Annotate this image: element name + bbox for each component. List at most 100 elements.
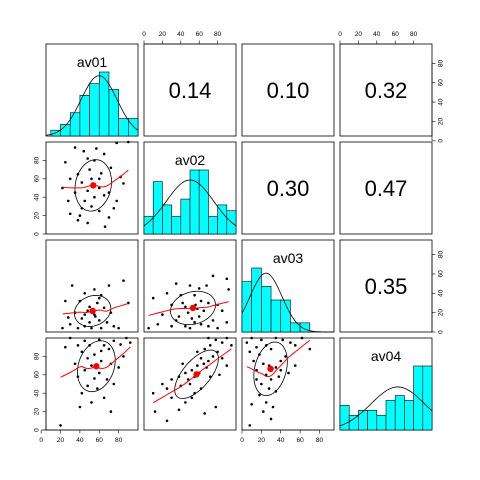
bottom-axis-av01: 0 20 40 60 80 — [39, 429, 123, 444]
data-point — [96, 387, 99, 390]
data-point — [277, 375, 281, 378]
data-point — [284, 355, 287, 358]
data-point — [119, 343, 122, 346]
correlation-ellipse — [174, 349, 219, 399]
panel-box — [45, 337, 139, 431]
histogram-bar — [198, 169, 209, 235]
data-point — [80, 391, 84, 395]
data-point — [88, 168, 91, 171]
data-point — [105, 321, 109, 324]
data-point — [97, 177, 101, 181]
data-point — [207, 359, 210, 363]
data-point — [255, 378, 258, 381]
panel-av02-av03: 0.30 — [241, 141, 335, 235]
data-point — [122, 182, 125, 185]
tick-label: 60 — [96, 437, 104, 444]
top-axis-av02: 0 20 40 60 80 — [142, 31, 222, 45]
data-point — [174, 282, 178, 285]
correlation-value: 0.32 — [365, 78, 408, 103]
data-point — [83, 291, 87, 295]
tick-label: 40 — [438, 289, 445, 297]
data-point — [190, 368, 194, 372]
data-point — [255, 345, 258, 349]
data-point — [90, 401, 93, 404]
histogram-bar — [189, 169, 200, 235]
correlation-value: 0.35 — [365, 274, 408, 299]
data-point — [117, 366, 120, 369]
data-point — [197, 287, 201, 290]
data-point — [125, 336, 128, 340]
data-point — [76, 344, 80, 347]
data-point — [99, 359, 103, 363]
data-point — [102, 152, 106, 156]
data-point — [274, 366, 278, 369]
data-point — [230, 344, 233, 347]
data-point — [76, 218, 80, 222]
data-point — [203, 347, 207, 351]
panel-box — [45, 239, 139, 333]
mean-point — [267, 365, 274, 372]
data-point — [269, 347, 273, 351]
histogram-bar — [280, 299, 291, 333]
data-point — [271, 405, 275, 409]
histogram-bar — [394, 395, 405, 431]
data-point — [82, 149, 86, 153]
data-point — [196, 364, 199, 367]
variable-label: av04 — [371, 348, 402, 364]
data-point — [264, 373, 268, 377]
data-point — [83, 199, 87, 203]
data-point — [70, 284, 74, 287]
data-point — [99, 171, 103, 175]
data-point — [188, 382, 192, 386]
data-point — [76, 326, 80, 330]
data-point — [188, 284, 192, 287]
data-point — [293, 344, 297, 347]
data-point — [199, 356, 203, 360]
histogram-bar — [208, 216, 218, 235]
data-point — [281, 338, 284, 342]
tick-label: 0 — [438, 139, 445, 143]
data-point — [147, 326, 150, 330]
data-point — [252, 359, 255, 363]
tick-label: 40 — [34, 193, 41, 201]
data-point — [78, 214, 82, 217]
data-point — [184, 371, 187, 375]
data-point — [102, 344, 106, 347]
loess-line — [246, 339, 311, 378]
data-point — [225, 321, 229, 324]
bottom-axis-av03: 0 20 40 60 80 — [240, 429, 323, 444]
panel-av01-av02: 0.14 — [143, 43, 237, 137]
data-point — [61, 326, 64, 330]
data-point — [59, 424, 62, 427]
data-point — [90, 364, 93, 367]
tick-label: 40 — [373, 31, 381, 38]
mean-point — [90, 182, 97, 189]
data-point — [262, 410, 265, 413]
data-point — [151, 296, 155, 300]
data-point — [153, 410, 157, 413]
data-point — [83, 313, 87, 316]
data-point — [196, 350, 199, 354]
data-point — [211, 319, 215, 322]
data-point — [68, 322, 72, 326]
data-point — [199, 322, 203, 326]
variable-label: av01 — [77, 54, 108, 70]
data-point — [115, 141, 118, 145]
data-point — [181, 362, 184, 366]
data-point — [103, 225, 107, 228]
data-point — [225, 336, 229, 340]
histogram-bar — [367, 410, 378, 431]
data-point — [86, 384, 89, 388]
panel-av01-av04: 0.32 — [339, 43, 433, 137]
tick-label: 20 — [159, 31, 167, 38]
histogram-bar — [422, 365, 433, 431]
data-point — [112, 324, 116, 328]
data-point — [208, 344, 212, 347]
density-curve — [241, 272, 334, 333]
tick-label: 20 — [57, 437, 65, 444]
data-point — [177, 408, 181, 412]
panel-av04-av01 — [45, 336, 139, 431]
correlation-ellipse — [77, 340, 116, 393]
data-point — [107, 347, 111, 351]
correlation-value: 0.14 — [169, 78, 212, 103]
